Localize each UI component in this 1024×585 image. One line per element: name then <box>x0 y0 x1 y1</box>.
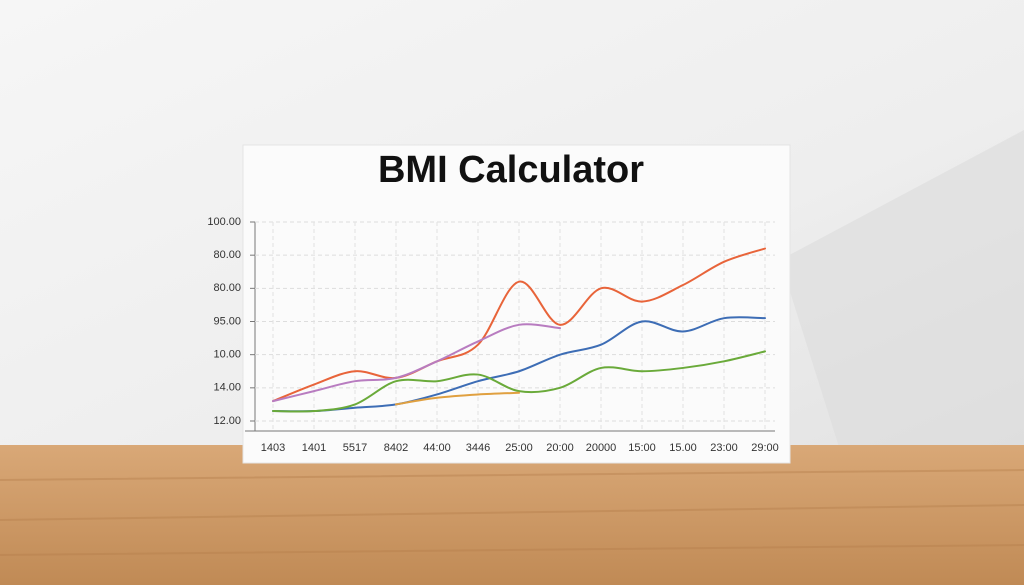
x-tick-label: 5517 <box>343 442 367 454</box>
floor <box>0 445 1024 585</box>
wood-grain <box>0 469 1024 556</box>
x-tick-label: 29:00 <box>751 442 779 454</box>
x-tick-label: 1403 <box>261 442 285 454</box>
y-tick-label: 100.00 <box>207 216 241 228</box>
x-tick-label: 20:00 <box>546 442 574 454</box>
x-tick-label: 15.00 <box>669 442 697 454</box>
series-line <box>272 323 561 403</box>
series-line <box>395 391 520 406</box>
chart-title: BMI Calculator <box>378 149 644 191</box>
x-tick-label: 15:00 <box>628 442 656 454</box>
series-line <box>272 316 766 413</box>
y-tick-label: 80.00 <box>213 282 241 294</box>
x-tick-label: 1401 <box>302 442 326 454</box>
x-tick-label: 23:00 <box>710 442 738 454</box>
shadow <box>780 130 1024 450</box>
plot: 12.00 14.00 10.00 95.00 80.00 80.00 100.00 1403… <box>207 216 778 454</box>
card <box>242 144 791 464</box>
series-line <box>272 247 766 403</box>
x-tick-label: 3446 <box>466 442 490 454</box>
x-tick-label: 8402 <box>384 442 408 454</box>
x-tick-label: 44:00 <box>423 442 451 454</box>
y-tick-label: 14.00 <box>213 382 241 394</box>
x-tick-label: 20000 <box>586 442 617 454</box>
y-tick-label: 12.00 <box>213 415 241 427</box>
series-line <box>272 350 766 413</box>
y-tick-label: 80.00 <box>213 249 241 261</box>
x-tick-label: 25:00 <box>505 442 533 454</box>
y-tick-label: 10.00 <box>213 349 241 361</box>
y-tick-label: 95.00 <box>213 315 241 327</box>
